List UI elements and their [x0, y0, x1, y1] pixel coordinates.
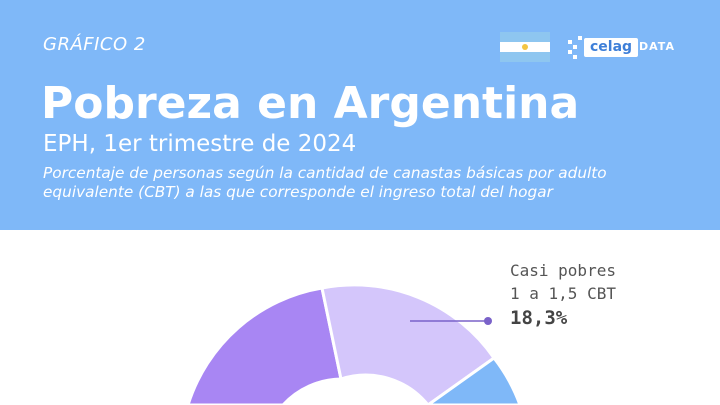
slice-range: 1 a 1,5 CBT	[510, 284, 616, 303]
page-subtitle: EPH, 1er trimestre de 2024	[43, 131, 357, 157]
chart-description: Porcentaje de personas según la cantidad…	[43, 164, 607, 201]
slice-value: 18,3%	[510, 307, 568, 329]
donut-segment-purple	[186, 286, 343, 405]
donut-segment-blue	[425, 355, 522, 405]
logo-pixel-icon	[568, 36, 582, 59]
donut-chart	[186, 283, 522, 405]
header-banner: GRÁFICO 2 celag DATA Pobreza en Argentin…	[0, 0, 720, 230]
page-title: Pobreza en Argentina	[41, 78, 580, 129]
slice-name: Casi pobres	[510, 261, 616, 280]
slice-label-casi-pobres: Casi pobres 1 a 1,5 CBT 18,3%	[510, 259, 616, 329]
donut-segment-casi-pobres	[320, 283, 497, 405]
figure-label: GRÁFICO 2	[43, 34, 146, 55]
logo-text: celag	[584, 38, 639, 57]
argentina-flag-icon	[500, 32, 550, 62]
logo-suffix: DATA	[639, 40, 675, 53]
celag-data-logo: celag DATA	[566, 36, 676, 60]
leader-dot	[484, 317, 492, 325]
